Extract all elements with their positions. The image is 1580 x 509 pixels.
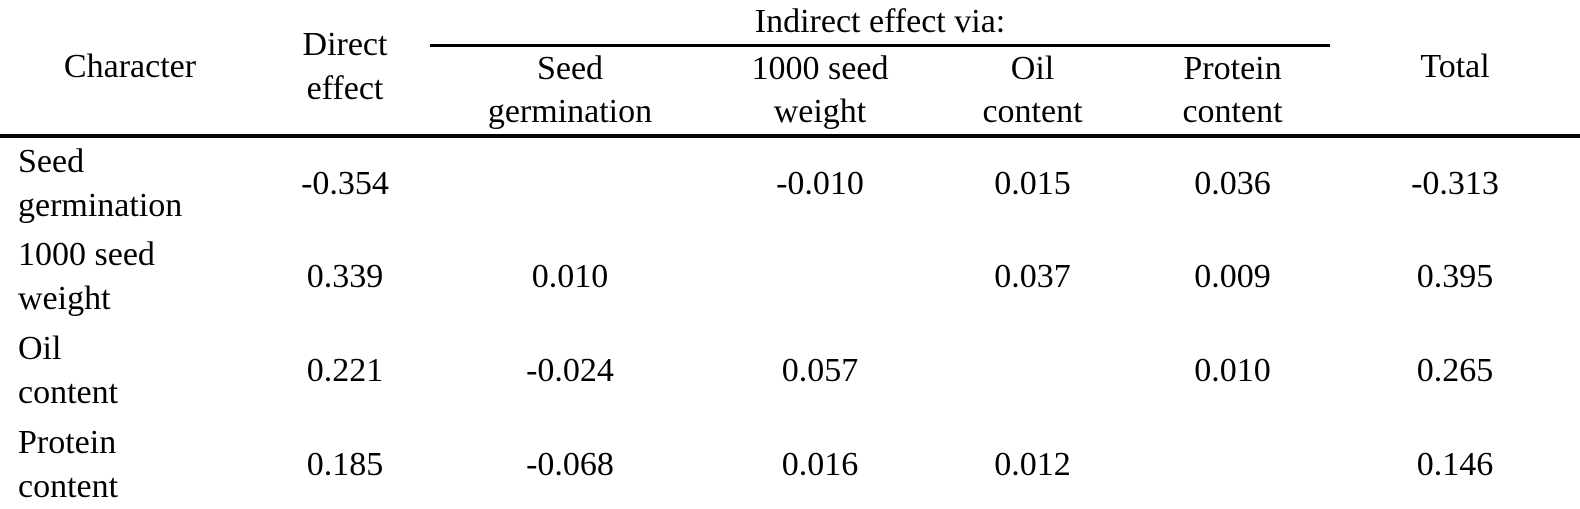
cell-direct: 0.185 <box>306 445 384 483</box>
cell-via-oil-content: 0.037 <box>994 257 1071 295</box>
table-row-oil-content: Oil content 0.221 -0.024 0.057 0.010 0.2… <box>0 324 1580 418</box>
cell-total: -0.313 <box>1411 164 1499 202</box>
row-label-oil-content: Oil content <box>18 330 119 411</box>
row-label-protein-content: Protein content <box>18 424 119 505</box>
cell-via-seed-germination: -0.068 <box>526 445 614 483</box>
subcol-header-protein-content: Protein content <box>1135 45 1331 138</box>
table-row-protein-content: Protein content 0.185 -0.068 0.016 0.012… <box>0 418 1580 509</box>
col-header-direct-effect: Direct effect <box>260 0 430 138</box>
table-row-seed-germination: Seed germination -0.354 -0.010 0.015 0.0… <box>0 136 1580 230</box>
cell-via-seed-germination: -0.024 <box>526 351 614 389</box>
cell-total: 0.395 <box>1416 257 1494 295</box>
cell-via-oil-content: 0.015 <box>994 164 1071 202</box>
cell-via-seed-germination: 0.010 <box>531 257 609 295</box>
table-header: Character Direct effect Indirect effect … <box>0 0 1580 138</box>
cell-via-seed-germination <box>430 136 710 230</box>
cell-direct: 0.221 <box>306 351 384 389</box>
subcol-header-oil-content: Oil content <box>930 45 1135 138</box>
cell-via-1000-seed-weight: 0.057 <box>781 351 859 389</box>
row-label-1000-seed-weight: 1000 seed weight <box>18 236 155 317</box>
cell-via-oil-content: 0.012 <box>994 445 1071 483</box>
cell-via-protein-content: 0.010 <box>1194 351 1271 389</box>
cell-total: 0.265 <box>1416 351 1494 389</box>
row-label-seed-germination: Seed germination <box>18 143 183 224</box>
cell-total: 0.146 <box>1416 445 1494 483</box>
col-header-total: Total <box>1330 0 1580 138</box>
cell-via-protein-content <box>1135 418 1330 509</box>
cell-via-protein-content: 0.009 <box>1194 257 1271 295</box>
col-header-character: Character <box>0 0 260 138</box>
subcol-header-seed-germination: Seed germination <box>430 45 710 138</box>
cell-via-protein-content: 0.036 <box>1194 164 1271 202</box>
cell-via-1000-seed-weight: -0.010 <box>776 164 864 202</box>
table-body: Seed germination -0.354 -0.010 0.015 0.0… <box>0 136 1580 509</box>
cell-via-1000-seed-weight: 0.016 <box>781 445 859 483</box>
cell-via-1000-seed-weight <box>710 230 930 324</box>
cell-direct: -0.354 <box>301 164 389 202</box>
cell-via-oil-content <box>930 324 1135 418</box>
subcol-header-1000-seed-weight: 1000 seed weight <box>710 45 930 138</box>
col-header-indirect-group: Indirect effect via: <box>430 0 1331 47</box>
table-row-1000-seed-weight: 1000 seed weight 0.339 0.010 0.037 0.009… <box>0 230 1580 324</box>
cell-direct: 0.339 <box>306 257 384 295</box>
